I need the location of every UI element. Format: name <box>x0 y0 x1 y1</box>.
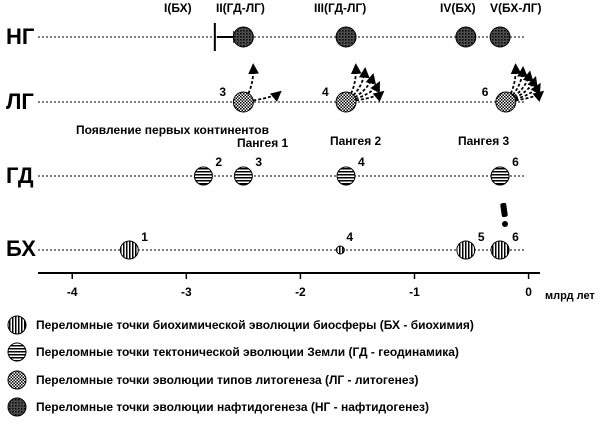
lg-arrow <box>243 90 282 103</box>
ng-row-points <box>213 23 511 51</box>
lg-arrow <box>505 82 541 103</box>
continents-caption: Появление первых континентов <box>76 123 269 137</box>
gd-row-points: 2 3 4 6 <box>193 155 519 186</box>
top-label-3: III(ГД-ЛГ) <box>314 1 366 15</box>
lg-arrow <box>505 70 534 103</box>
lg-arrow <box>242 63 260 103</box>
lg-arrow <box>345 73 377 103</box>
row-label-gd: ГД <box>6 163 34 188</box>
lg-point-3 <box>232 91 254 113</box>
legend-text-vertical: Переломные точки биохимической эволюции … <box>36 318 474 332</box>
bh-point-5 <box>456 240 476 260</box>
lg-arrow <box>505 76 538 103</box>
lg-arrow <box>345 66 370 103</box>
ng-point-2 <box>335 26 357 48</box>
ng-point-1 <box>232 26 254 48</box>
axis-unit-label: млрд лет <box>545 290 595 302</box>
row-label-ng: НГ <box>6 24 35 49</box>
lg-arrow <box>345 81 380 103</box>
lg-point-6 <box>495 91 517 113</box>
top-label-5: V(БХ-ЛГ) <box>490 1 542 15</box>
legend-text-horizontal: Переломные точки тектонической эволюции … <box>36 345 459 359</box>
legend-swatch-dots <box>7 397 27 417</box>
bh-point-6 <box>490 240 510 260</box>
lg-arrow <box>345 63 362 103</box>
top-label-1: I(БХ) <box>164 1 192 15</box>
bh-point-label: 5 <box>478 230 485 244</box>
legend-text-crosshatch: Переломные точки эволюции типов литогене… <box>36 373 418 387</box>
pangea3-caption: Пангея 3 <box>458 134 510 148</box>
legend-swatch-vertical <box>7 315 27 335</box>
exclamation-mark-icon <box>500 202 508 227</box>
axis-ticks: -4 -3 -2 -1 0 <box>67 273 532 299</box>
lg-point-4 <box>335 91 357 113</box>
lg-arrow <box>345 90 385 103</box>
bh-point-1 <box>119 240 139 260</box>
legend: Переломные точки биохимической эволюции … <box>7 315 474 417</box>
lg-arrow <box>505 90 545 103</box>
lg-row-points: 3 4 6 <box>219 63 545 113</box>
axis-tick-label: 0 <box>525 285 532 299</box>
ng-point-4 <box>489 26 511 48</box>
gd-point-label: 2 <box>215 155 222 169</box>
bh-row-points: 1 4 5 6 <box>119 230 519 260</box>
axis-tick-label: -4 <box>67 285 78 299</box>
gd-point-label: 6 <box>512 155 519 169</box>
row-label-bh: БХ <box>6 236 36 261</box>
lg-arrow <box>505 63 522 103</box>
legend-text-dots: Переломные точки эволюции нафтидогенеза … <box>36 400 429 414</box>
bh-point-label: 6 <box>512 230 519 244</box>
ng-point-3 <box>455 26 477 48</box>
lg-arrow <box>505 65 528 103</box>
top-label-4: IV(БХ) <box>440 1 476 15</box>
bh-point-label: 1 <box>141 230 148 244</box>
bh-point-4 <box>335 245 345 255</box>
bh-point-label: 4 <box>346 230 353 244</box>
gd-point-label: 4 <box>358 155 365 169</box>
axis-tick-label: -3 <box>181 285 192 299</box>
row-label-lg: ЛГ <box>6 89 34 114</box>
axis-tick-label: -1 <box>409 285 420 299</box>
pangea1-caption: Пангея 1 <box>237 136 289 150</box>
legend-swatch-crosshatch <box>7 370 27 390</box>
pangea2-caption: Пангея 2 <box>330 134 382 148</box>
gd-point-label: 3 <box>255 155 262 169</box>
gd-point-6 <box>490 166 510 186</box>
gd-point-4 <box>336 166 356 186</box>
legend-swatch-horizontal <box>7 342 27 362</box>
gd-point-3 <box>233 166 253 186</box>
lg-point-label: 3 <box>219 85 226 99</box>
lg-point-label: 6 <box>482 85 489 99</box>
axis-tick-label: -2 <box>295 285 306 299</box>
gd-point-2 <box>193 166 213 186</box>
top-label-2: II(ГД-ЛГ) <box>216 1 265 15</box>
lg-point-label: 4 <box>322 85 329 99</box>
